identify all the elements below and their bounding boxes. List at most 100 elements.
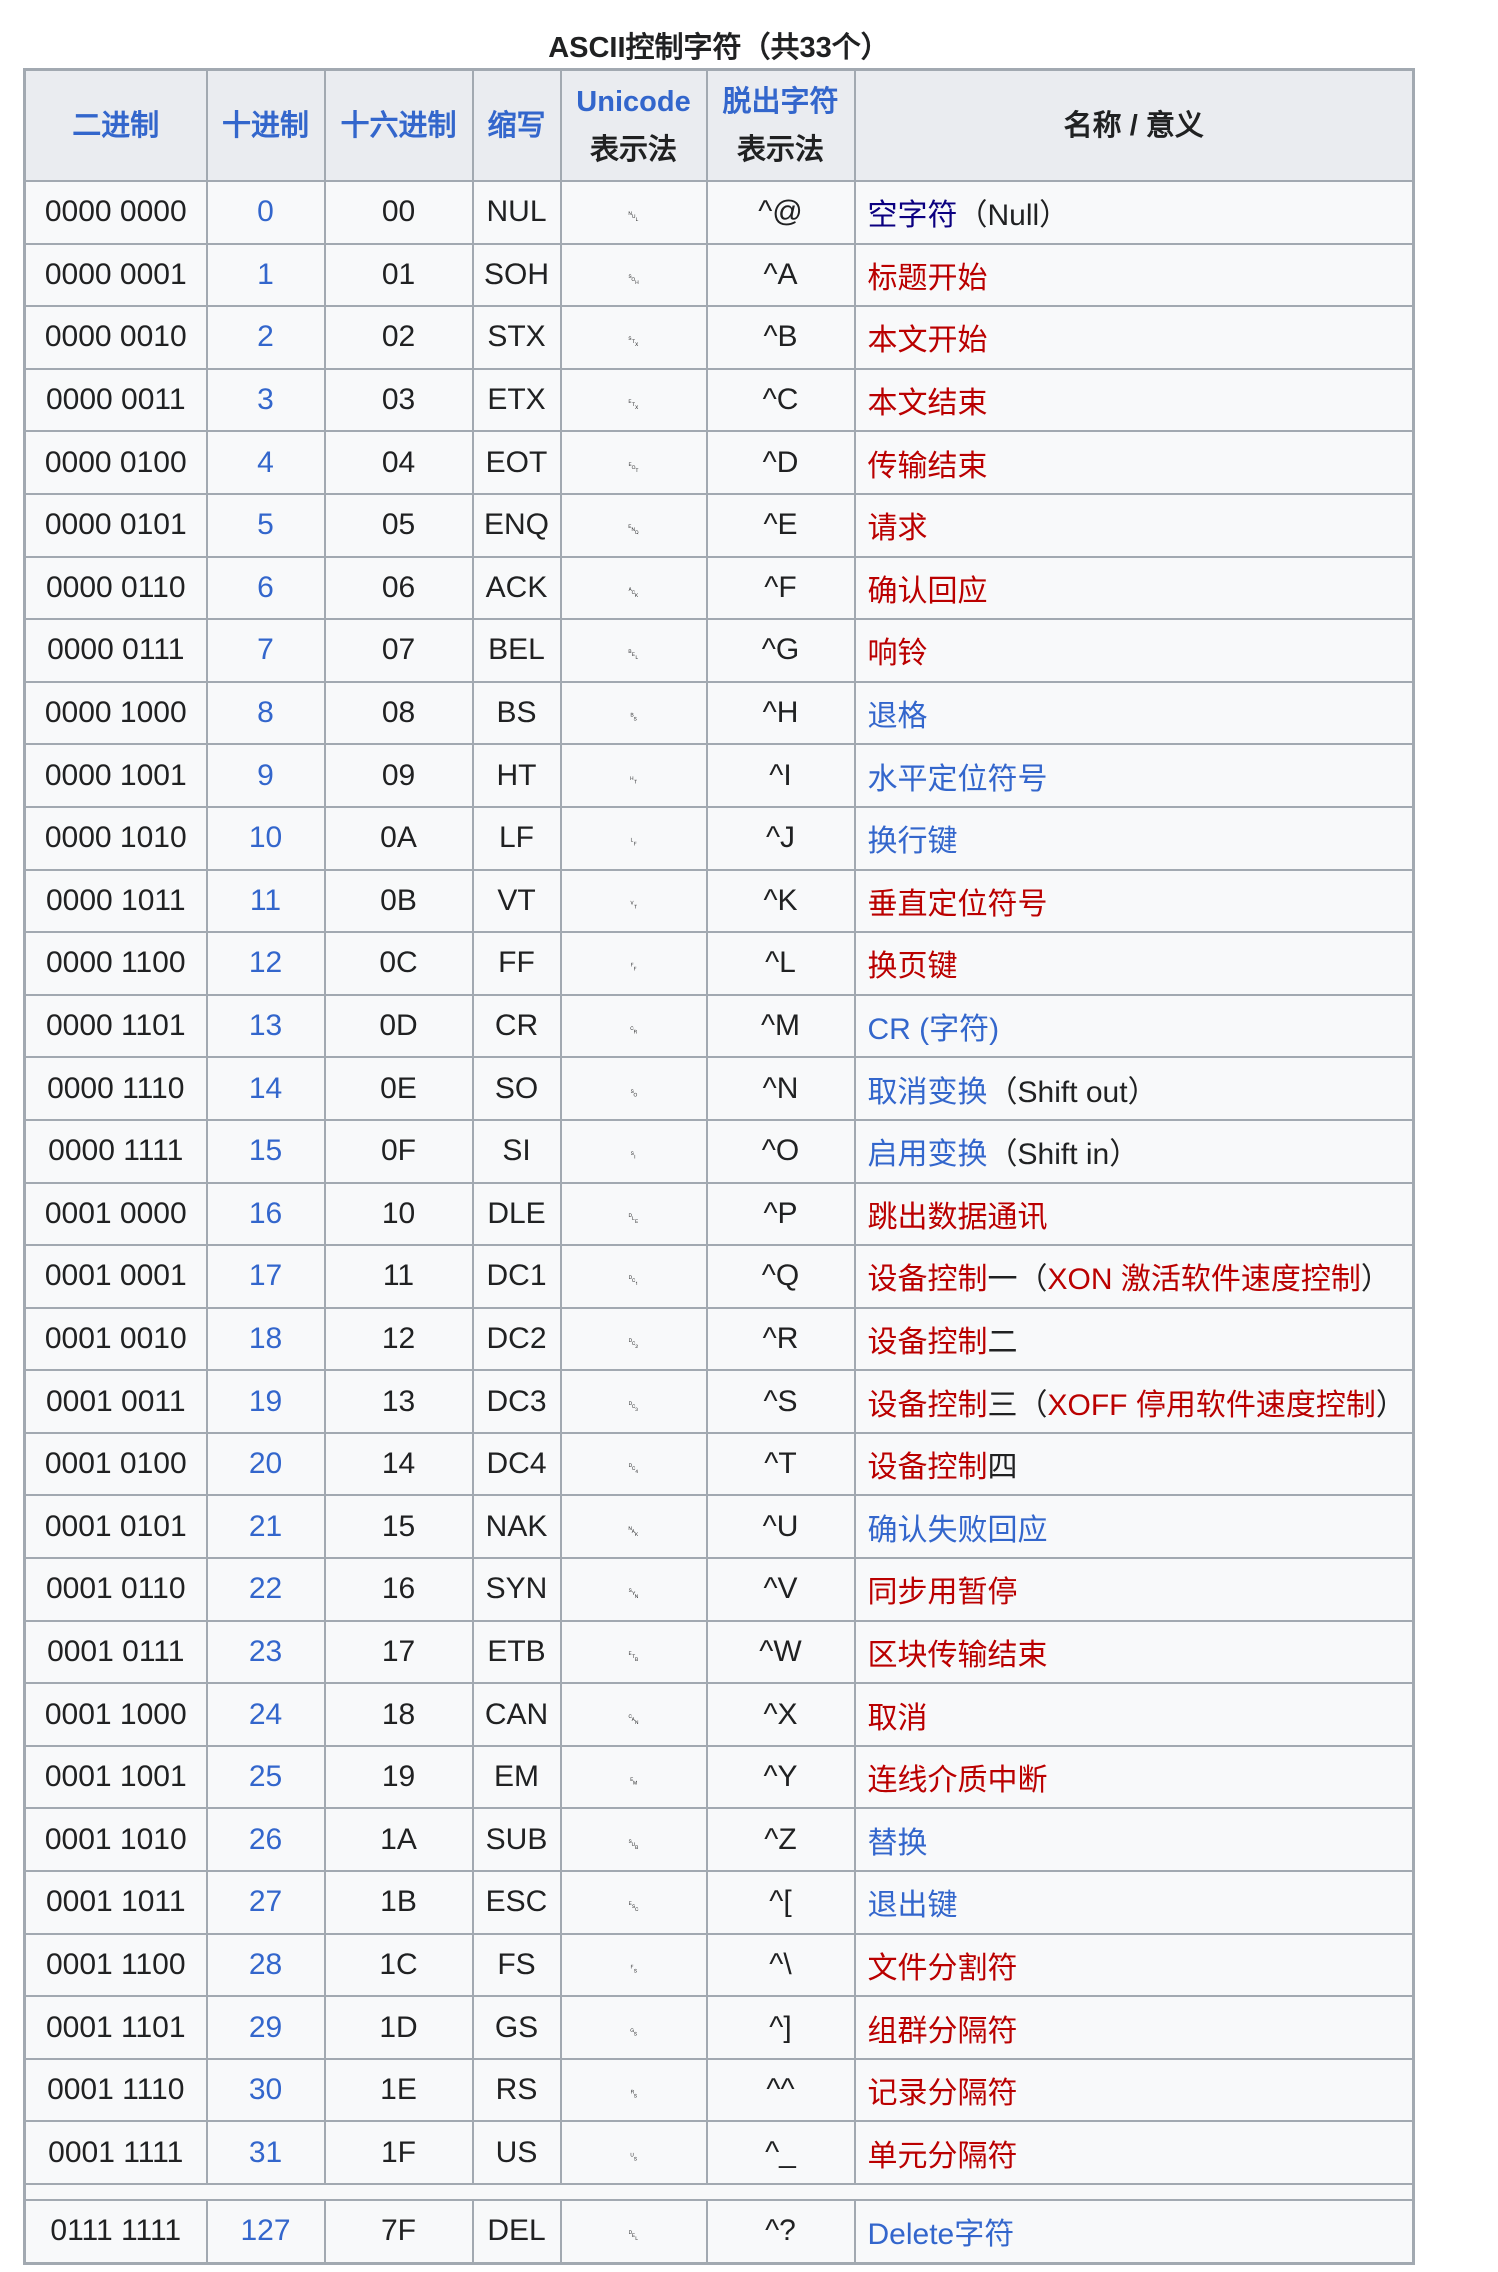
binary-cell: 0000 0011: [23, 367, 208, 433]
decimal-cell-text[interactable]: 7: [257, 633, 274, 667]
decimal-cell-text[interactable]: 20: [248, 1447, 283, 1481]
name-link[interactable]: 换页键: [867, 950, 958, 984]
name-link[interactable]: 响铃: [867, 637, 928, 671]
decimal-cell-text[interactable]: 21: [248, 1509, 283, 1543]
header-hex[interactable]: 十六进制: [323, 68, 474, 182]
name-link[interactable]: XOFF 停用软件速度控制: [1047, 1388, 1376, 1422]
decimal-cell-text[interactable]: 17: [248, 1259, 283, 1293]
decimal-cell-text[interactable]: 0: [257, 195, 274, 229]
decimal-cell-text[interactable]: 31: [248, 2135, 283, 2169]
unicode-picture-cell: ␐: [559, 1181, 708, 1247]
decimal-cell-text[interactable]: 15: [248, 1134, 283, 1168]
name-link[interactable]: 本文开始: [867, 324, 988, 358]
escape-cell-text: ^F: [764, 570, 797, 604]
decimal-cell-text[interactable]: 28: [248, 1947, 283, 1981]
name-link[interactable]: 替换: [867, 1826, 928, 1860]
name-link[interactable]: 连线介质中断: [867, 1764, 1048, 1798]
decimal-cell-text[interactable]: 4: [257, 445, 274, 479]
name-link[interactable]: 退出键: [867, 1889, 958, 1923]
header-escape-link[interactable]: 脱出字符: [722, 85, 839, 118]
name-cell: 组群分隔符: [853, 1995, 1415, 2060]
decimal-cell-text[interactable]: 13: [248, 1009, 283, 1043]
name-link[interactable]: 区块传输结束: [867, 1638, 1048, 1672]
name-link[interactable]: 设备控制: [867, 1263, 988, 1297]
decimal-cell-text[interactable]: 27: [248, 1885, 283, 1919]
name-link[interactable]: 文件分割符: [867, 1951, 1018, 1985]
name-link[interactable]: 设备控制: [867, 1325, 988, 1359]
name-link[interactable]: 请求: [867, 512, 928, 546]
name-link[interactable]: XON 激活软件速度控制: [1047, 1263, 1361, 1297]
name-link[interactable]: CR (字符): [867, 1013, 1000, 1047]
binary-cell-text: 0001 0011: [45, 1384, 186, 1418]
binary-cell-text: 0000 1010: [44, 821, 187, 855]
abbr-cell: SYN: [471, 1557, 562, 1622]
header-decimal[interactable]: 十进制: [205, 68, 326, 182]
name-link[interactable]: 确认回应: [867, 574, 988, 608]
decimal-cell-text[interactable]: 2: [257, 320, 274, 354]
decimal-cell-text[interactable]: 26: [248, 1822, 283, 1856]
header-abbr[interactable]: 缩写: [471, 68, 562, 182]
decimal-cell-text[interactable]: 12: [248, 946, 283, 980]
decimal-cell-text[interactable]: 29: [248, 2010, 283, 2044]
name-link[interactable]: 水平定位符号: [867, 762, 1048, 796]
name-link[interactable]: 空字符: [867, 199, 958, 233]
decimal-cell-text[interactable]: 30: [248, 2073, 283, 2107]
name-link[interactable]: 设备控制: [867, 1388, 988, 1422]
binary-cell: 0000 1100: [23, 931, 208, 996]
decimal-cell-text[interactable]: 19: [248, 1384, 283, 1418]
decimal-cell-text[interactable]: 22: [248, 1572, 283, 1606]
name-link[interactable]: 标题开始: [867, 261, 988, 295]
decimal-cell-text[interactable]: 18: [248, 1321, 283, 1355]
name-link[interactable]: 启用变换: [867, 1138, 988, 1172]
hex-cell-text: 18: [381, 1697, 416, 1731]
decimal-cell-text[interactable]: 14: [248, 1071, 283, 1105]
decimal-cell-text[interactable]: 16: [248, 1196, 283, 1230]
name-link[interactable]: 本文结束: [867, 387, 988, 421]
name-cell: 设备控制四: [853, 1431, 1415, 1497]
decimal-cell-text[interactable]: 8: [257, 696, 274, 730]
decimal-cell-text[interactable]: 24: [248, 1697, 283, 1731]
spacer-cell: [23, 2183, 1415, 2201]
header-binary-link[interactable]: 二进制: [72, 109, 160, 142]
name-link[interactable]: 组群分隔符: [867, 2014, 1018, 2048]
decimal-cell-text[interactable]: 6: [257, 570, 274, 604]
name-link[interactable]: 确认失败回应: [867, 1513, 1048, 1547]
hex-cell: 1F: [323, 2120, 474, 2185]
name-link[interactable]: 单元分隔符: [867, 2139, 1018, 2173]
name-link[interactable]: 设备控制: [867, 1451, 988, 1485]
decimal-cell-text[interactable]: 1: [257, 257, 274, 291]
header-abbr-link[interactable]: 缩写: [487, 109, 546, 142]
header-hex-link[interactable]: 十六进制: [340, 109, 457, 142]
name-link[interactable]: 同步用暂停: [867, 1576, 1018, 1610]
hex-cell-text: 03: [381, 383, 416, 417]
decimal-cell-text[interactable]: 3: [257, 383, 274, 417]
decimal-cell-text[interactable]: 10: [248, 821, 283, 855]
name-cell: 响铃: [853, 618, 1415, 683]
name-link[interactable]: 退格: [867, 700, 928, 734]
header-binary[interactable]: 二进制: [23, 68, 208, 182]
binary-cell-text: 0111 1111: [50, 2214, 182, 2248]
name-link[interactable]: 取消: [867, 1701, 928, 1735]
name-text: 二: [987, 1325, 1018, 1359]
name-link[interactable]: 换行键: [867, 825, 958, 859]
header-decimal-link[interactable]: 十进制: [221, 109, 309, 142]
decimal-cell-text[interactable]: 11: [249, 883, 282, 917]
header-unicode-link[interactable]: Unicode: [576, 85, 691, 118]
name-link[interactable]: 垂直定位符号: [867, 887, 1048, 921]
decimal-cell-text[interactable]: 9: [257, 758, 274, 792]
unicode-picture-cell-text: ␑: [627, 1273, 640, 1290]
table-row: 0000 1011 11 0B VT ␋ ^K 垂直定位符号: [23, 868, 1415, 934]
name-cell: 本文开始: [853, 305, 1415, 370]
name-link[interactable]: Delete字符: [867, 2218, 1015, 2252]
name-link[interactable]: 记录分隔符: [867, 2077, 1018, 2111]
decimal-cell-text[interactable]: 23: [248, 1634, 283, 1668]
name-link[interactable]: 跳出数据通讯: [867, 1200, 1048, 1234]
decimal-cell-text[interactable]: 127: [240, 2214, 291, 2248]
binary-cell-text: 0000 0111: [47, 633, 185, 667]
table-row: 0001 1011 27 1B ESC ␛ ^[退出键: [23, 1870, 1415, 1935]
decimal-cell-text[interactable]: 25: [248, 1760, 283, 1794]
name-link[interactable]: 传输结束: [867, 449, 988, 483]
name-link[interactable]: 取消变换: [867, 1075, 988, 1109]
decimal-cell-text[interactable]: 5: [257, 508, 274, 542]
abbr-cell-text: DC2: [486, 1321, 547, 1355]
